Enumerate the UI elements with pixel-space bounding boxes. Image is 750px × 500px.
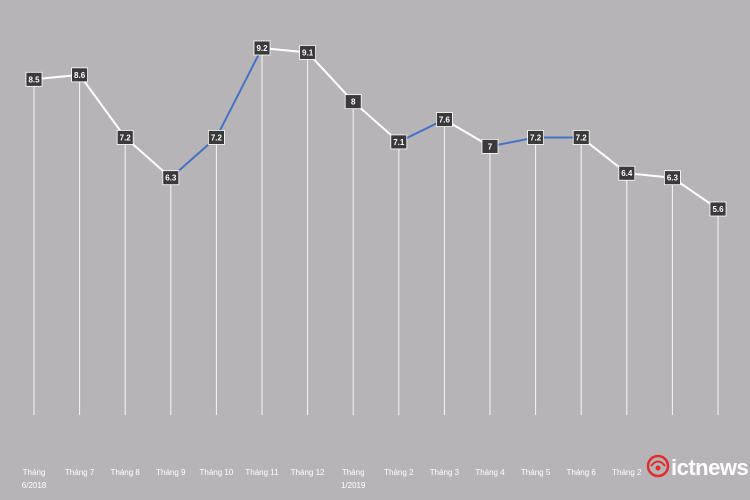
data-point: 9.2 xyxy=(253,40,271,56)
data-label: 7.2 xyxy=(211,133,223,142)
data-point: 7.6 xyxy=(435,112,453,127)
data-label: 6.3 xyxy=(667,174,679,183)
data-label-box xyxy=(618,165,636,181)
data-point: 7 xyxy=(481,138,499,154)
data-label-box xyxy=(390,134,408,150)
data-label: 8 xyxy=(351,98,356,107)
data-point: 7.2 xyxy=(207,130,225,145)
x-tick-label: Tháng 4 xyxy=(475,468,505,477)
data-point: 9.1 xyxy=(299,45,317,60)
data-point: 6.4 xyxy=(618,165,636,181)
line-segment xyxy=(78,73,127,139)
data-point: 7.1 xyxy=(390,134,408,150)
x-tick-label: Tháng 11 xyxy=(245,468,279,477)
ictnews-logo-icon: ictnews xyxy=(646,454,749,480)
data-label: 7 xyxy=(488,142,493,151)
line-segment xyxy=(215,47,263,139)
line-segment xyxy=(306,51,355,103)
x-axis-tick-labels: Tháng 6/2018 Tháng 7 Tháng 8 Tháng 9 Tháng 10… xyxy=(22,468,642,490)
data-label-box xyxy=(162,170,180,186)
data-label: 8.5 xyxy=(28,75,40,84)
drop-lines xyxy=(33,48,719,415)
data-label: 7.6 xyxy=(439,116,451,125)
data-label-box xyxy=(207,130,225,145)
data-label-box xyxy=(435,112,453,127)
data-point: 7.2 xyxy=(527,130,544,145)
data-point: 7.2 xyxy=(116,130,134,145)
data-label-box xyxy=(71,67,88,83)
x-tick-label: Tháng 7 xyxy=(65,468,95,477)
data-label: 9.1 xyxy=(302,48,314,57)
x-tick-label: Tháng xyxy=(23,468,46,477)
x-tick-label: Tháng 2 xyxy=(384,468,414,477)
x-tick-label: Tháng 12 xyxy=(291,468,325,477)
data-label: 7.2 xyxy=(576,133,588,142)
data-label: 5.6 xyxy=(712,205,724,214)
data-label-box xyxy=(344,94,362,110)
x-tick-label: Tháng 8 xyxy=(111,468,141,477)
x-tick-label: Tháng 3 xyxy=(430,468,460,477)
data-labels: 8.5 8.6 7.2 6.3 7.2 9.2 9.1 8 7.1 7.6 7 7.2 7.2 6.4 6.… xyxy=(25,40,727,217)
data-label: 9.2 xyxy=(256,44,268,53)
data-label: 6.3 xyxy=(165,174,177,183)
data-point: 8.6 xyxy=(71,67,88,83)
data-point: 8.5 xyxy=(25,71,43,87)
x-tick-label: 1/2019 xyxy=(341,481,366,490)
x-tick-label: Tháng xyxy=(342,468,365,477)
data-label-box xyxy=(664,170,681,186)
data-point: 8 xyxy=(344,94,362,110)
data-label-box xyxy=(253,40,271,56)
data-label-box xyxy=(25,71,43,87)
x-tick-label: Tháng 5 xyxy=(521,468,551,477)
data-point: 6.3 xyxy=(162,170,180,186)
data-label-box xyxy=(709,201,727,217)
data-label: 7.1 xyxy=(393,138,405,147)
data-point: 5.6 xyxy=(709,201,727,217)
data-point: 7.2 xyxy=(572,130,590,145)
data-label-box xyxy=(572,130,590,145)
x-tick-label: 6/2018 xyxy=(22,481,47,490)
data-label: 7.2 xyxy=(530,133,542,142)
data-label: 8.6 xyxy=(74,71,86,80)
watermark-text: ictnews xyxy=(671,455,748,480)
x-tick-label: Tháng 2 xyxy=(612,468,642,477)
data-label: 6.4 xyxy=(621,169,633,178)
x-tick-label: Tháng 6 xyxy=(567,468,597,477)
data-label-box xyxy=(481,138,499,154)
x-tick-label: Tháng 9 xyxy=(156,468,186,477)
data-label-box xyxy=(299,45,317,60)
series-line xyxy=(33,47,719,210)
data-point: 6.3 xyxy=(664,170,681,186)
data-label-box xyxy=(527,130,544,145)
data-label: 7.2 xyxy=(120,133,132,142)
x-tick-label: Tháng 10 xyxy=(199,468,233,477)
data-label-box xyxy=(116,130,134,145)
